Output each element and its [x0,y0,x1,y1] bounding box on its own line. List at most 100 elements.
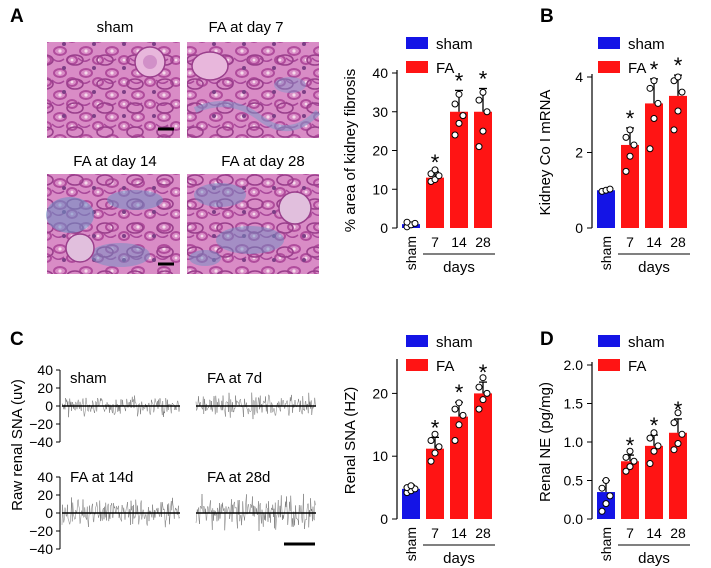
y-tick-label: 10 [372,448,388,464]
data-point [455,399,463,407]
data-point [598,507,606,515]
y-tick-label: 0 [380,220,388,236]
bar-sham [402,488,420,519]
data-point [407,482,415,490]
category-label: 7 [431,525,439,541]
bar-28 [474,111,492,228]
data-point [626,126,634,134]
y-tick-label: 1.0 [564,434,584,450]
data-point [678,88,686,96]
bar-14 [645,445,663,519]
y-tick-label: 40 [372,65,388,81]
y-tick-label: 20 [372,143,388,159]
category-label: sham [403,527,419,561]
group-label: days [638,550,670,567]
significance-marker: * [674,53,683,78]
significance-marker: * [626,433,635,458]
bar-7 [621,144,639,228]
data-point [674,73,682,81]
data-point [479,374,487,382]
y-tick-label: 30 [372,104,388,120]
chart-rsna: sham FA 0 10 20 Renal SNA (HZ) sham * 7 * 14 * 28day… [342,334,495,567]
data-point [670,419,678,427]
data-point [650,429,658,437]
data-point [674,440,682,448]
data-point [650,77,658,85]
trace-y-tick-label: 0 [45,398,53,414]
category-label: sham [598,527,614,561]
trace-y-tick-label: 20 [37,487,53,503]
data-point [459,112,467,120]
y-axis-label: Renal SNA (HZ) [342,387,359,495]
legend-swatch-sham [598,335,620,347]
bar-28 [669,95,687,228]
trace-y-tick-label: −20 [29,523,53,539]
traces-y-axis-label: Raw renal SNA (uv) [9,379,26,511]
category-label: 28 [670,234,686,250]
y-axis-label: Renal NE (pg/mg) [537,382,554,502]
data-point [622,467,630,475]
data-point [602,477,610,484]
legend-swatch-sham [406,37,428,49]
chart-fibrosis: sham FA 0 10 20 30 40 % area of kidney fibrosis… [342,36,495,276]
data-point [451,131,459,139]
y-tick-label: 1.5 [564,396,584,412]
significance-marker: * [650,413,659,438]
histology-label: FA at day 14 [73,153,156,170]
legend-label-fa: FA [436,60,454,77]
data-point [626,447,634,455]
data-point [455,90,463,98]
bar-14 [450,111,468,228]
bar-14 [645,103,663,228]
significance-marker: * [455,380,464,405]
category-label: 7 [431,234,439,250]
category-label: 14 [451,234,467,250]
data-point [479,88,487,96]
data-point [435,443,443,451]
group-label: days [443,550,475,567]
category-label: 28 [670,525,686,541]
trace-signal [195,392,316,420]
trace-y-tick-label: 40 [37,469,53,485]
trace-y-tick-label: −40 [29,434,53,450]
category-label: 7 [626,525,634,541]
legend-label-sham: sham [436,36,473,53]
data-point [678,430,686,438]
chart-col1: sham FA 0 2 4 Kidney Co I mRNA sham * 7 * 14 * 28day… [537,36,690,276]
y-axis-label: % area of kidney fibrosis [342,69,359,232]
panel-letter: D [540,329,554,350]
significance-marker: * [431,150,440,175]
data-point [431,166,439,174]
data-point [674,409,682,417]
bar-7 [621,461,639,519]
chart-ne: sham FA 0.0 0.5 1.0 1.5 2.0 Renal NE (pg/mg) sha… [537,334,690,567]
category-label: 7 [626,234,634,250]
histology-image-sham: sham [47,19,180,138]
trace-y-tick-label: −20 [29,416,53,432]
data-point [646,145,654,153]
bar-7 [426,448,444,519]
y-tick-label: 10 [372,181,388,197]
trace-label: FA at 28d [207,469,270,486]
y-tick-label: 4 [575,69,583,85]
legend-swatch-fa [598,359,620,371]
significance-marker: * [455,68,464,93]
trace-y-tick-label: 20 [37,380,53,396]
histology-image-day-7: FA at day 7 [187,19,321,138]
data-point [630,457,638,465]
category-label: 14 [451,525,467,541]
bar-7 [426,177,444,228]
data-point [670,446,678,454]
trace-signal [195,493,316,531]
data-point [606,492,614,500]
trace-label: FA at 7d [207,370,262,387]
trace-label: FA at 14d [70,469,133,486]
trace-signal [61,497,180,528]
group-label: days [443,259,475,276]
data-point [459,411,467,419]
significance-marker: * [431,415,440,440]
data-point [455,119,463,127]
data-point [431,430,439,438]
trace-y-tick-label: 0 [45,505,53,521]
